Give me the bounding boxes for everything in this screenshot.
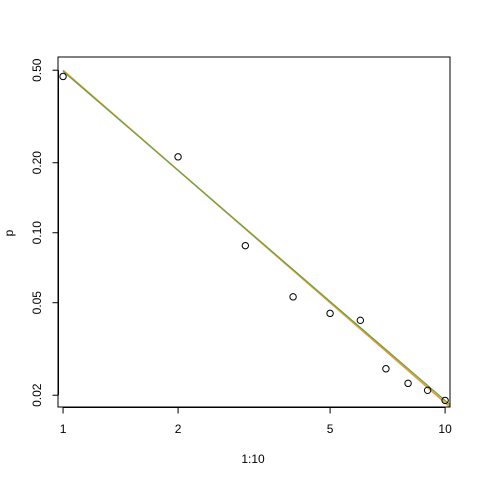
y-axis: 0.02 0.05 0.10 0.20 0.50 bbox=[30, 58, 59, 407]
y-tick-label: 0.05 bbox=[30, 291, 44, 315]
data-point bbox=[441, 396, 449, 405]
y-tick-label: 0.02 bbox=[30, 383, 44, 407]
x-tick-label: 5 bbox=[327, 422, 334, 436]
data-point bbox=[356, 316, 365, 325]
y-tick-label: 0.20 bbox=[30, 151, 44, 175]
data-point bbox=[241, 241, 250, 250]
fit-line-2 bbox=[62, 70, 451, 406]
data-point bbox=[382, 365, 390, 373]
fit-lines bbox=[62, 69, 451, 408]
data-point bbox=[423, 386, 432, 395]
data-point bbox=[404, 379, 412, 388]
x-axis: 1 2 5 10 bbox=[60, 407, 452, 436]
x-tick-label: 2 bbox=[175, 422, 182, 436]
x-axis-label: 1:10 bbox=[241, 452, 265, 466]
y-tick-label: 0.10 bbox=[30, 221, 44, 245]
data-point bbox=[289, 293, 297, 301]
y-tick-label: 0.50 bbox=[30, 58, 44, 82]
y-axis-label: p bbox=[2, 229, 16, 236]
data-point bbox=[174, 153, 182, 161]
x-tick-label: 1 bbox=[60, 422, 67, 436]
data-point bbox=[326, 309, 334, 318]
data-points bbox=[59, 72, 449, 405]
data-point bbox=[59, 72, 67, 81]
x-tick-label: 10 bbox=[438, 422, 452, 436]
